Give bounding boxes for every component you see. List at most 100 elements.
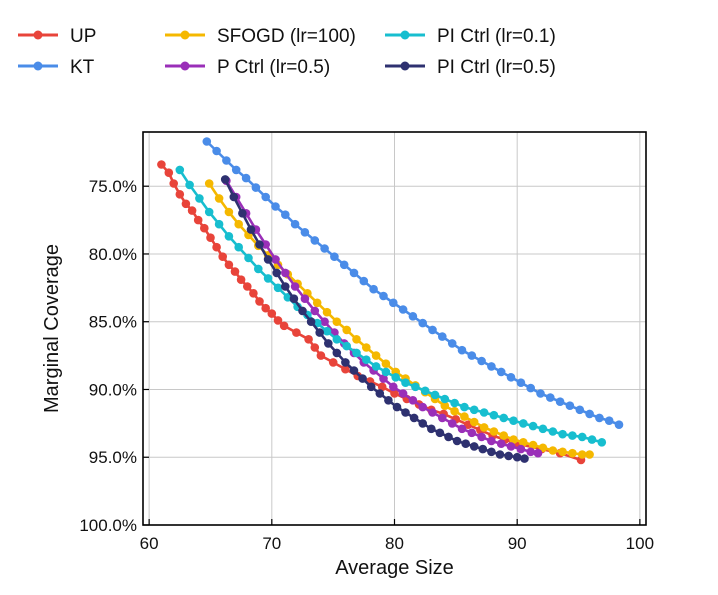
series-0-point-17 [261,303,271,313]
series-5-point-20 [392,402,402,412]
y-tick-label-0: 75.0% [89,177,137,196]
series-1-point-15 [349,268,359,278]
series-4-point-15 [322,326,332,336]
series-5-point-7 [281,282,290,291]
series-3-point-26 [477,432,486,442]
series-1-point-27 [467,351,477,360]
series-1-point-40 [595,413,604,423]
series-0-point-11 [224,260,234,270]
series-4-point-0 [175,165,185,175]
series-2-point-38 [577,450,587,459]
x-tick-label-1: 70 [262,534,281,553]
series-2-point-29 [489,427,499,436]
series-1-point-1 [212,146,221,156]
series-3-point-23 [447,419,457,428]
series-4-point-28 [450,398,459,408]
series-0-point-4 [181,199,191,209]
series-1 [202,137,624,430]
series-5-point-14 [341,358,350,367]
series-3-point-29 [506,442,516,451]
series-4-point-20 [371,362,381,371]
series-2-point-33 [528,440,538,450]
series-line-2 [208,182,590,456]
series-2-point-3 [234,219,243,229]
series-3-point-32 [533,448,543,458]
series-3-point-21 [428,408,437,417]
series-2-point-14 [342,325,352,335]
series-0-point-23 [310,343,320,352]
series-0-point-15 [249,289,258,298]
series-1-point-39 [585,409,594,419]
series-4-point-5 [224,232,234,241]
legend-item-5: PI Ctrl (lr=0.5) [385,57,556,78]
series-2-point-17 [371,351,381,360]
series-3-point-28 [496,439,506,449]
legend-swatch-marker-3 [180,61,190,71]
series-3-point-24 [457,424,467,434]
series-4-point-2 [195,194,204,203]
series-4-point-29 [460,402,469,412]
series-5-point-9 [298,306,307,316]
series-4-point-10 [273,283,283,293]
y-tick-label-3: 90.0% [89,380,137,399]
series-4-point-30 [469,405,479,415]
series-line-0 [160,163,582,462]
series-2-point-32 [519,438,528,447]
series-0-point-3 [175,190,185,199]
legend-item-2: SFOGD (lr=100) [165,26,356,47]
series-2-point-0 [204,179,214,188]
series-4-point-16 [332,335,342,344]
series-5-point-32 [495,450,505,459]
series-0-point-8 [206,233,215,242]
series-4-point-7 [244,253,253,263]
series-0-point-1 [164,168,174,177]
series-3 [222,176,543,458]
series-5-point-11 [315,328,325,337]
series-0-point-20 [279,321,289,331]
series-1-point-19 [389,298,398,308]
series-0-point-14 [243,282,252,291]
series-1-point-17 [369,284,378,294]
series-4-point-37 [538,424,548,434]
series-4-point-19 [362,355,371,365]
legend-item-4: PI Ctrl (lr=0.1) [385,26,556,47]
series-3-point-8 [300,294,310,304]
series-1-point-30 [496,367,506,377]
series-5-point-16 [358,374,367,383]
series-3-point-17 [389,382,398,392]
legend-label-2: SFOGD (lr=100) [217,26,356,47]
series-2-point-2 [224,207,234,217]
grid [143,132,646,526]
series-2-point-13 [332,317,342,327]
series-2 [204,179,594,459]
legend-swatch-marker-1 [33,61,43,71]
series-2-point-25 [450,406,459,416]
series-5-point-28 [461,439,471,449]
series-4 [175,165,607,447]
series-0-point-29 [377,382,387,392]
series-0-point-6 [193,215,203,225]
legend-label-1: KT [70,57,95,78]
series-0-point-21 [292,328,301,337]
series-5-point-10 [306,317,316,327]
series-1-point-37 [565,401,575,411]
series-1-point-34 [536,389,545,398]
series-3-point-19 [408,396,418,405]
series-1-point-8 [281,210,290,219]
y-tick-label-1: 80.0% [89,245,137,264]
series-1-point-32 [516,378,526,388]
legend-item-3: P Ctrl (lr=0.5) [165,57,330,78]
series-1-point-11 [310,236,320,245]
series-2-point-26 [460,412,469,421]
series-5-point-0 [220,175,230,184]
series-4-point-33 [499,413,509,423]
series-3-point-27 [487,436,496,446]
x-tick-label-3: 90 [508,534,527,553]
series-4-point-22 [391,373,401,382]
y-tick-label-4: 95.0% [89,448,137,467]
x-tick-label-0: 60 [140,534,159,553]
series-2-point-1 [214,194,224,203]
series-3-point-20 [418,402,428,412]
series-1-point-26 [457,345,467,355]
